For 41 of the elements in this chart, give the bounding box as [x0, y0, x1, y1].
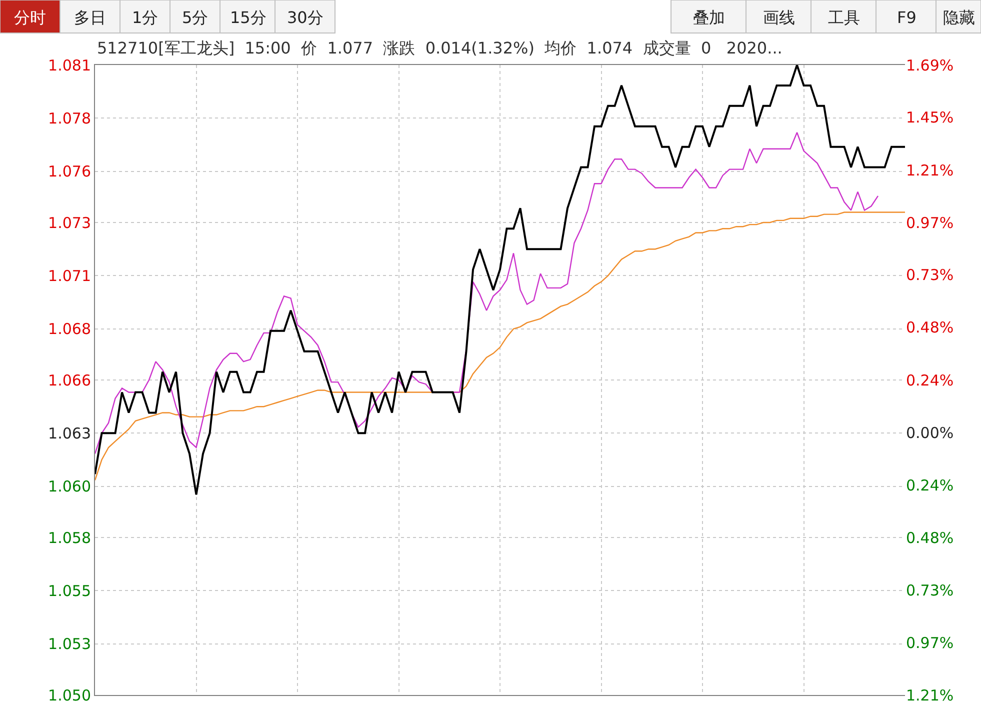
text: F9: [897, 8, 916, 27]
text: 工具: [828, 8, 860, 27]
y2-tick-label: 0.48%: [906, 318, 954, 337]
y-tick-label: 1.073: [48, 214, 91, 232]
y2-tick-label: 0.00%: [906, 424, 954, 442]
text: 叠加: [693, 8, 725, 27]
y-tick-label: 1.078: [48, 109, 91, 128]
y2-tick-label: 0.24%: [906, 476, 954, 494]
y-tick-label: 1.071: [48, 266, 91, 285]
y2-tick-label: 0.24%: [906, 371, 954, 390]
y-tick-label: 1.058: [48, 528, 91, 547]
line-series: [95, 65, 905, 496]
y2-tick-label: 0.97%: [906, 634, 954, 652]
y2-tick-label: 1.45%: [906, 108, 954, 127]
text: 1分: [132, 8, 158, 27]
y2-tick-label: 0.97%: [906, 214, 954, 232]
y2-tick-label: 1.21%: [906, 686, 954, 704]
text: 15分: [230, 8, 266, 27]
y-tick-label: 1.063: [48, 424, 91, 442]
y-tick-label: 1.055: [48, 582, 91, 600]
chart-title: 512710[军工龙头] 15:00 价 1.077 涨跌 0.014(1.32%) 均价 1.074 成交量 0 2020...: [97, 38, 782, 58]
text: 5分: [182, 8, 208, 27]
line-series: [95, 132, 879, 454]
y-tick-label: 1.050: [48, 686, 91, 704]
text: 多日: [74, 8, 106, 27]
y2-tick-label: 1.69%: [906, 56, 954, 74]
y2-tick-label: 0.73%: [906, 266, 954, 284]
line-series: [95, 212, 905, 481]
y-tick-label: 1.060: [48, 478, 91, 496]
y-tick-label: 1.066: [48, 371, 91, 390]
y-tick-label: 1.076: [48, 162, 91, 181]
y2-tick-label: 0.48%: [906, 528, 954, 547]
text: 分时: [14, 8, 46, 27]
y-tick-label: 1.068: [48, 320, 91, 338]
text: 画线: [763, 8, 795, 27]
y-tick-label: 1.053: [48, 635, 91, 654]
y-tick-label: 1.081: [48, 56, 91, 74]
text: 30分: [287, 8, 324, 27]
y2-tick-label: 1.21%: [906, 161, 954, 180]
text: 隐藏: [943, 8, 975, 27]
y2-tick-label: 0.73%: [906, 581, 954, 600]
